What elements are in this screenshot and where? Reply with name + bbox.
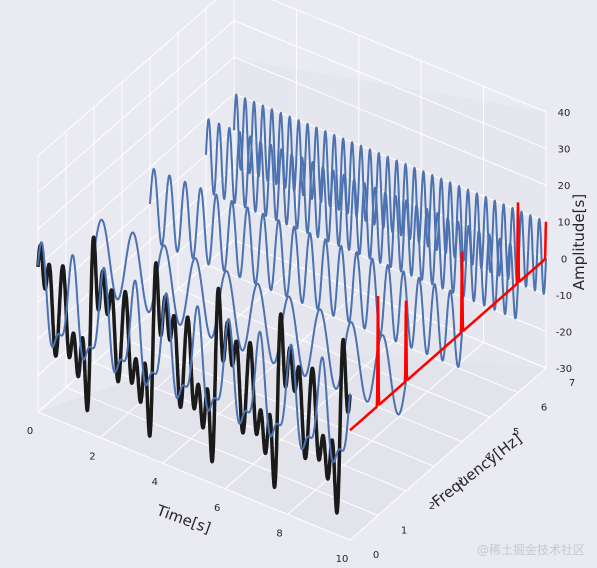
grid-line-z xyxy=(37,239,547,413)
component-line xyxy=(149,168,463,368)
component-line xyxy=(233,93,547,295)
y-tick-label: 5 xyxy=(513,427,519,438)
component-line xyxy=(205,118,519,320)
x-axis-label: Time[s] xyxy=(153,501,213,537)
y-tick-label: 7 xyxy=(569,378,575,389)
x-tick-label: 6 xyxy=(214,503,220,514)
grid-line-z xyxy=(37,56,547,230)
watermark: @稀土掘金技术社区 xyxy=(476,543,585,557)
z-tick-label: 30 xyxy=(558,145,571,156)
x-tick-label: 8 xyxy=(276,528,282,539)
tick-layer: 0 2 4 6 8 10 0 1 2 3 4 5 6 7 40 30 20 10 0 -10 -20 -30 xyxy=(27,108,575,565)
y-tick-label: 4 xyxy=(485,452,491,463)
y-tick-label: 3 xyxy=(457,476,463,487)
component-line xyxy=(93,218,407,416)
grid-line-z xyxy=(37,0,547,157)
y-tick-label: 2 xyxy=(429,501,435,512)
z-tick-label: -30 xyxy=(556,364,572,375)
y-tick-label: 0 xyxy=(373,550,379,561)
pane-floor xyxy=(38,345,546,540)
z-tick-label: 10 xyxy=(558,218,571,229)
z-tick-label: 0 xyxy=(561,254,567,265)
x-tick-label: 2 xyxy=(89,452,95,463)
z-tick-label: 40 xyxy=(558,108,571,119)
spectrum-line xyxy=(349,202,548,432)
x-tick-label: 0 xyxy=(27,426,33,437)
z-tick-label: -20 xyxy=(556,327,572,338)
y-tick-label: 6 xyxy=(541,403,547,414)
z-tick-label: -10 xyxy=(556,291,572,302)
sum-line xyxy=(36,235,352,515)
y-tick-label: 1 xyxy=(401,525,407,536)
series-layer xyxy=(36,93,548,515)
x-tick-label: 10 xyxy=(336,554,349,565)
x-tick-label: 4 xyxy=(152,477,158,488)
pane-back xyxy=(232,58,546,368)
z-tick-label: 20 xyxy=(558,181,571,192)
component-line xyxy=(37,241,351,464)
z-axis-label: Amplitude[s] xyxy=(570,194,588,290)
grid-line-z xyxy=(37,19,547,193)
